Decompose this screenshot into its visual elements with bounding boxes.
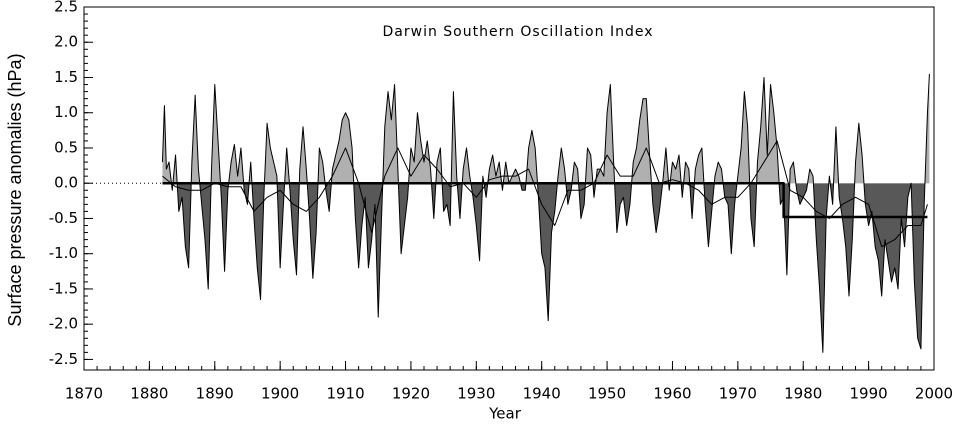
y-tick-label: -1.5 (49, 279, 78, 297)
series-line (162, 140, 928, 248)
y-tick-label: -1.0 (49, 244, 78, 262)
y-tick-label: 1.5 (54, 68, 78, 86)
x-tick-label: 1870 (65, 385, 103, 403)
series-line (161, 73, 930, 353)
x-axis-label: Year (488, 405, 522, 423)
y-tick-label: 2.5 (54, 0, 78, 16)
x-tick-label: 1880 (130, 385, 168, 403)
series-line (162, 181, 928, 219)
y-tick-label: -2.5 (49, 350, 78, 368)
y-tick-label: 1.0 (54, 103, 78, 121)
x-tick-label: 1910 (326, 385, 364, 403)
y-tick-label: -0.5 (49, 209, 78, 227)
x-tick-label: 1930 (457, 385, 495, 403)
x-tick-label: 1990 (850, 385, 888, 403)
area-positive (162, 73, 930, 184)
x-tick-label: 1920 (392, 385, 430, 403)
y-tick-label: 0.0 (54, 174, 78, 192)
chart-title: Darwin Southern Oscillation Index (383, 24, 654, 40)
y-tick-label: -2.0 (49, 315, 78, 333)
y-axis-label: Surface pressure anomalies (hPa) (5, 53, 25, 326)
x-tick-label: 2000 (915, 385, 953, 403)
x-tick-label: 1900 (261, 385, 299, 403)
x-tick-label: 1980 (784, 385, 822, 403)
y-tick-label: 2.0 (54, 33, 78, 51)
y-tick-label: 0.5 (54, 138, 78, 156)
x-tick-label: 1890 (196, 385, 234, 403)
x-tick-label: 1950 (588, 385, 626, 403)
x-tick-label: 1970 (719, 385, 757, 403)
x-tick-label: 1940 (523, 385, 561, 403)
x-tick-label: 1960 (653, 385, 691, 403)
area-negative (162, 183, 930, 353)
plot-frame (83, 6, 935, 371)
